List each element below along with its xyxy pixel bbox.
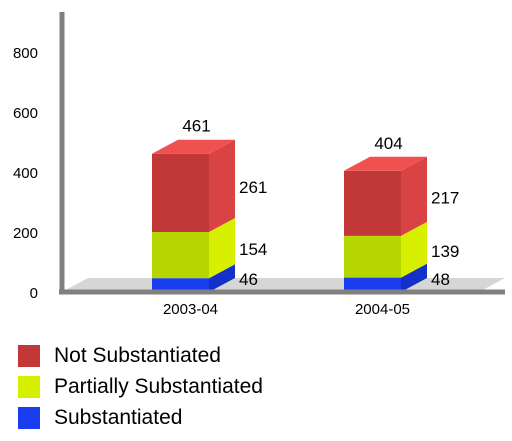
x-tick-label-2003-04: 2003-04 [163, 301, 218, 318]
stacked-bar-chart: 0 200 400 600 800 46 154 261 461 2003-04 48 139 217 4… [0, 0, 512, 335]
data-label-partially-substantiated-2004-05: 139 [431, 242, 459, 261]
legend-swatch-not-substantiated [18, 345, 40, 367]
total-label-2003-04: 461 [182, 117, 210, 136]
bar-side-not-substantiated-2003-04 [209, 140, 235, 232]
legend-swatch-substantiated [18, 407, 40, 429]
legend-item-not-substantiated: Not Substantiated [18, 340, 263, 371]
y-tick-label-0: 0 [30, 285, 38, 302]
legend-item-substantiated: Substantiated [18, 402, 263, 433]
y-tick-label-200: 200 [13, 225, 38, 242]
data-label-substantiated-2004-05: 48 [431, 270, 450, 289]
y-tick-label-800: 800 [13, 45, 38, 62]
total-label-2004-05: 404 [374, 134, 402, 153]
x-tick-label-2004-05: 2004-05 [355, 301, 410, 318]
y-tick-label-600: 600 [13, 105, 38, 122]
legend: Not Substantiated Partially Substantiate… [18, 340, 263, 433]
y-tick-label-400: 400 [13, 165, 38, 182]
legend-swatch-partially-substantiated [18, 376, 40, 398]
legend-label-not-substantiated: Not Substantiated [54, 344, 221, 368]
data-label-substantiated-2003-04: 46 [239, 270, 258, 289]
legend-item-partially-substantiated: Partially Substantiated [18, 371, 263, 402]
data-label-not-substantiated-2003-04: 261 [239, 178, 267, 197]
legend-label-substantiated: Substantiated [54, 406, 182, 430]
data-label-not-substantiated-2004-05: 217 [431, 188, 459, 207]
bar-partially-substantiated-2004-05 [344, 236, 401, 278]
legend-label-partially-substantiated: Partially Substantiated [54, 375, 263, 399]
bar-partially-substantiated-2003-04 [152, 232, 209, 278]
data-label-partially-substantiated-2003-04: 154 [239, 240, 267, 259]
bar-not-substantiated-2004-05 [344, 171, 401, 236]
bar-not-substantiated-2003-04 [152, 154, 209, 232]
